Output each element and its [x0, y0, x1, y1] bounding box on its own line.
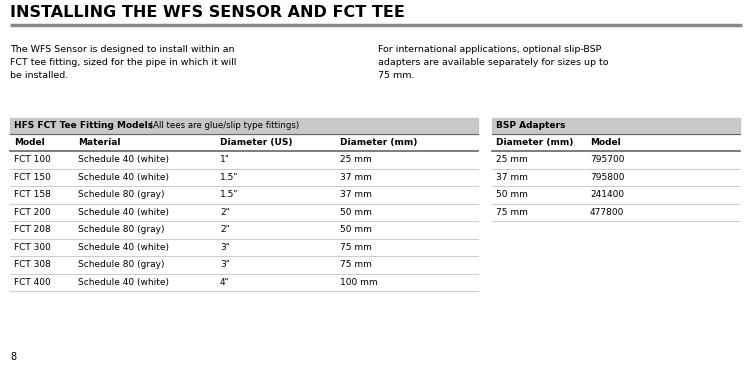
Text: 1.5": 1.5"	[220, 173, 238, 182]
Text: FCT 158: FCT 158	[14, 190, 51, 199]
Text: 477800: 477800	[590, 208, 624, 217]
Text: Model: Model	[14, 138, 45, 147]
Text: FCT 150: FCT 150	[14, 173, 51, 182]
Text: FCT 100: FCT 100	[14, 155, 51, 164]
Text: 4": 4"	[220, 278, 230, 287]
Text: Material: Material	[78, 138, 120, 147]
Text: FCT 308: FCT 308	[14, 260, 51, 269]
Text: Diameter (mm): Diameter (mm)	[496, 138, 573, 147]
Text: Schedule 80 (gray): Schedule 80 (gray)	[78, 225, 165, 234]
Text: INSTALLING THE WFS SENSOR AND FCT TEE: INSTALLING THE WFS SENSOR AND FCT TEE	[10, 5, 405, 20]
Text: 795800: 795800	[590, 173, 624, 182]
Text: 2": 2"	[220, 208, 230, 217]
Text: 100 mm: 100 mm	[340, 278, 378, 287]
Bar	[492, 118, 740, 134]
Text: For international applications, optional slip-BSP
adapters are available separat: For international applications, optional…	[378, 45, 608, 80]
Text: Schedule 80 (gray): Schedule 80 (gray)	[78, 260, 165, 269]
Text: 25 mm: 25 mm	[496, 155, 528, 164]
Text: Schedule 40 (white): Schedule 40 (white)	[78, 243, 169, 252]
Text: The WFS Sensor is designed to install within an
FCT tee fitting, sized for the p: The WFS Sensor is designed to install wi…	[10, 45, 236, 80]
Text: Model: Model	[590, 138, 620, 147]
Text: 1": 1"	[220, 155, 230, 164]
Text: 1.5": 1.5"	[220, 190, 238, 199]
Text: 3": 3"	[220, 260, 230, 269]
Text: FCT 200: FCT 200	[14, 208, 50, 217]
Text: 37 mm: 37 mm	[340, 190, 372, 199]
Text: 25 mm: 25 mm	[340, 155, 371, 164]
Text: Schedule 40 (white): Schedule 40 (white)	[78, 173, 169, 182]
Text: BSP Adapters: BSP Adapters	[496, 121, 566, 131]
Text: 3": 3"	[220, 243, 230, 252]
Bar	[10, 118, 478, 134]
Text: (All tees are glue/slip type fittings): (All tees are glue/slip type fittings)	[147, 121, 299, 131]
Text: 75 mm: 75 mm	[340, 260, 372, 269]
Text: 795700: 795700	[590, 155, 624, 164]
Text: 50 mm: 50 mm	[496, 190, 528, 199]
Text: HFS FCT Tee Fitting Models: HFS FCT Tee Fitting Models	[14, 121, 153, 131]
Text: 37 mm: 37 mm	[340, 173, 372, 182]
Text: 75 mm: 75 mm	[496, 208, 528, 217]
Text: Schedule 40 (white): Schedule 40 (white)	[78, 278, 169, 287]
Text: 37 mm: 37 mm	[496, 173, 528, 182]
Text: 8: 8	[10, 352, 16, 362]
Text: 241400: 241400	[590, 190, 624, 199]
Text: Schedule 40 (white): Schedule 40 (white)	[78, 155, 169, 164]
Text: Schedule 40 (white): Schedule 40 (white)	[78, 208, 169, 217]
Text: Schedule 80 (gray): Schedule 80 (gray)	[78, 190, 165, 199]
Text: FCT 208: FCT 208	[14, 225, 50, 234]
Text: 50 mm: 50 mm	[340, 208, 372, 217]
Text: 2": 2"	[220, 225, 230, 234]
Text: FCT 300: FCT 300	[14, 243, 51, 252]
Text: 75 mm: 75 mm	[340, 243, 372, 252]
Text: Diameter (US): Diameter (US)	[220, 138, 293, 147]
Text: Diameter (mm): Diameter (mm)	[340, 138, 417, 147]
Text: FCT 400: FCT 400	[14, 278, 50, 287]
Text: 50 mm: 50 mm	[340, 225, 372, 234]
